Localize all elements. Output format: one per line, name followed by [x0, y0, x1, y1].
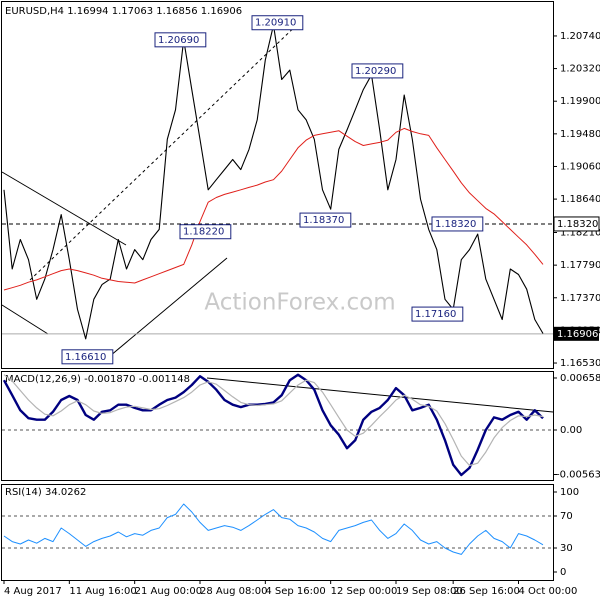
y-tick-label: 1.16530	[560, 358, 600, 369]
y-tick-label: -0.005634	[556, 470, 600, 481]
y-tick-label: 1.17790	[560, 260, 600, 271]
series-line	[3, 374, 544, 467]
x-tick-label: 12 Sep 00:00	[331, 586, 398, 597]
y-tick-label: 1.17370	[560, 293, 600, 304]
price-annotation-label: 1.18370	[303, 215, 344, 226]
price-annotation-label: 1.18220	[183, 227, 224, 238]
y-tick-label: 1.18640	[560, 194, 600, 205]
price-annotation-label: 1.20690	[158, 35, 199, 46]
chart-title: RSI(14) 34.0262	[5, 487, 86, 498]
y-tick-label: 0.00	[560, 425, 582, 436]
x-tick-label: 21 Aug 00:00	[135, 586, 202, 597]
y-tick-label: 0.006586	[560, 373, 600, 384]
price-annotation	[431, 216, 484, 232]
price-annotation-label: 1.18320	[435, 219, 476, 230]
y-tick-label: 1.20740	[560, 31, 600, 42]
price-annotation	[179, 224, 232, 240]
price-annotation-label: 1.20910	[255, 18, 296, 29]
price-annotation	[251, 15, 304, 31]
y-tick-label: 1.18210	[560, 228, 600, 239]
trend-line	[1, 304, 49, 335]
y-tick-label: 1.19060	[560, 161, 600, 172]
price-annotation	[299, 212, 352, 228]
rsi-panel	[1, 484, 554, 581]
x-tick-label: 28 Aug 08:00	[200, 586, 267, 597]
y-tick-label: 1.20320	[560, 64, 600, 75]
y-tick-label: 70	[560, 511, 573, 522]
x-tick-label: 19 Sep 08:00	[396, 586, 463, 597]
price-annotation	[61, 349, 114, 365]
trend-line	[1, 171, 127, 246]
price-annotation-label: 1.17160	[415, 309, 456, 320]
trend-line	[206, 377, 554, 413]
y-tick-label: 1.19900	[560, 96, 600, 107]
chart-title: EURUSD,H4 1.16994 1.17063 1.16856 1.1690…	[5, 6, 242, 17]
price-annotation-label: 1.20290	[355, 66, 396, 77]
last-price-label: 1.16906	[557, 329, 598, 340]
price-tag	[553, 216, 600, 232]
price-panel	[1, 1, 554, 369]
price-annotation	[154, 32, 207, 48]
y-tick-label: 1.19480	[560, 129, 600, 140]
price-annotation	[411, 306, 464, 322]
price-annotation-label: 1.16610	[65, 352, 106, 363]
x-tick-label: 4 Aug 2017	[4, 586, 62, 597]
series-line	[3, 127, 544, 291]
x-tick-label: 11 Aug 16:00	[69, 586, 136, 597]
price-annotation	[351, 63, 404, 79]
watermark: ActionForex.com	[204, 290, 395, 316]
y-tick-label: 100	[560, 487, 579, 498]
y-tick-label: 0	[560, 567, 566, 578]
x-tick-label: 4 Sep 16:00	[265, 586, 325, 597]
series-line	[3, 503, 544, 555]
trend-line	[109, 257, 228, 357]
last-price-tag	[554, 326, 599, 341]
x-tick-label: 4 Oct 00:00	[519, 586, 578, 597]
chart-title: MACD(12,26,9) -0.001870 -0.001148	[5, 374, 190, 385]
price-tag-label: 1.18320	[557, 219, 598, 230]
series-line	[2, 373, 544, 477]
y-tick-label: 30	[560, 543, 573, 554]
macd-panel	[1, 371, 554, 481]
x-tick-label: 26 Sep 16:00	[453, 586, 520, 597]
